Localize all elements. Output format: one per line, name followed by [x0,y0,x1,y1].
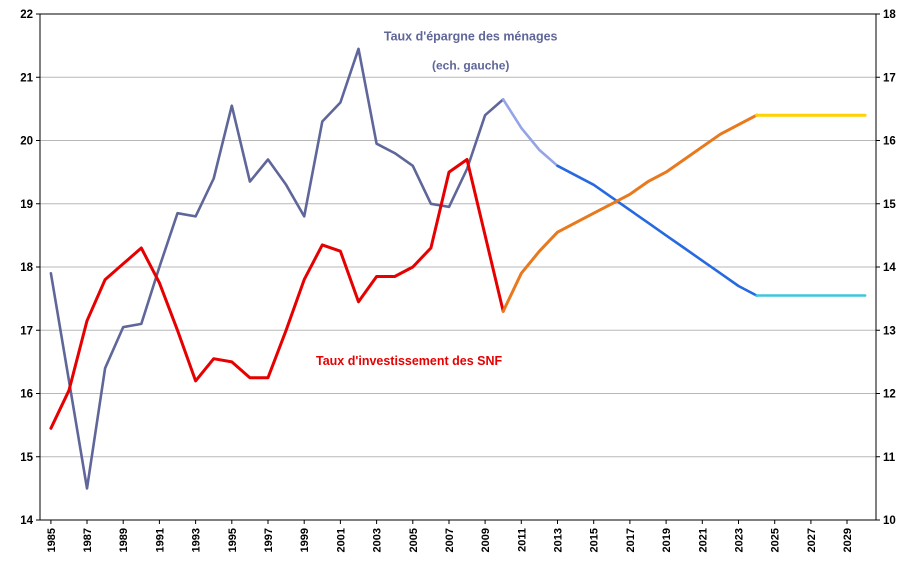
left-axis-label: 21 [20,72,33,84]
left-axis-label: 15 [20,452,33,464]
x-axis-label: 2005 [408,528,420,552]
right-axis-label: 11 [883,452,896,464]
annotation-1: (ech. gauche) [432,59,509,73]
x-axis-label: 2007 [444,528,456,552]
right-axis-label: 16 [883,136,896,148]
right-axis-label: 18 [883,9,896,21]
x-axis-label: 2003 [372,528,384,552]
x-axis-label: 2011 [516,528,528,552]
series-invest-historique [49,158,505,430]
series-epargne-projection-light [501,98,559,168]
x-axis-label: 1989 [118,528,130,552]
x-axis-label: 2015 [589,528,601,552]
right-axis-label: 17 [883,72,896,84]
right-axis-label: 10 [883,515,896,527]
left-axis-label: 14 [20,515,33,527]
x-axis-label: 2025 [770,528,782,552]
x-axis-label: 2017 [625,528,637,552]
x-axis-label: 1985 [46,528,58,552]
left-axis-label: 17 [20,325,33,337]
annotation-0: Taux d'épargne des ménages [384,30,558,44]
series-epargne-historique [49,47,505,490]
x-axis-label: 2029 [842,528,854,552]
x-axis-label: 2021 [697,528,709,552]
x-axis-label: 2013 [553,528,565,552]
right-axis-label: 15 [883,199,896,211]
x-axis-label: 1993 [191,528,203,552]
annotation-2: Taux d'investissement des SNF [316,354,502,368]
x-axis-label: 2001 [335,528,347,552]
series-epargne-projection-blue [556,164,758,297]
x-axis-label: 1995 [227,528,239,552]
x-axis-label: 2027 [806,528,818,552]
left-axis-label: 18 [20,262,33,274]
right-axis-label: 13 [883,325,896,337]
right-axis-label: 14 [883,262,896,274]
left-axis-label: 22 [20,9,33,21]
x-axis-label: 1991 [154,528,166,552]
x-axis-label: 2019 [661,528,673,552]
left-axis-label: 16 [20,389,33,401]
left-axis-label: 20 [20,136,33,148]
x-axis-label: 1997 [263,528,275,552]
x-axis-label: 2023 [734,528,746,552]
series-invest-projection-orange [501,113,759,313]
right-axis-label: 12 [883,389,896,401]
x-axis-label: 1987 [82,528,94,552]
x-axis-label: 1999 [299,528,311,552]
x-axis-label: 2009 [480,528,492,552]
left-axis-label: 19 [20,199,33,211]
